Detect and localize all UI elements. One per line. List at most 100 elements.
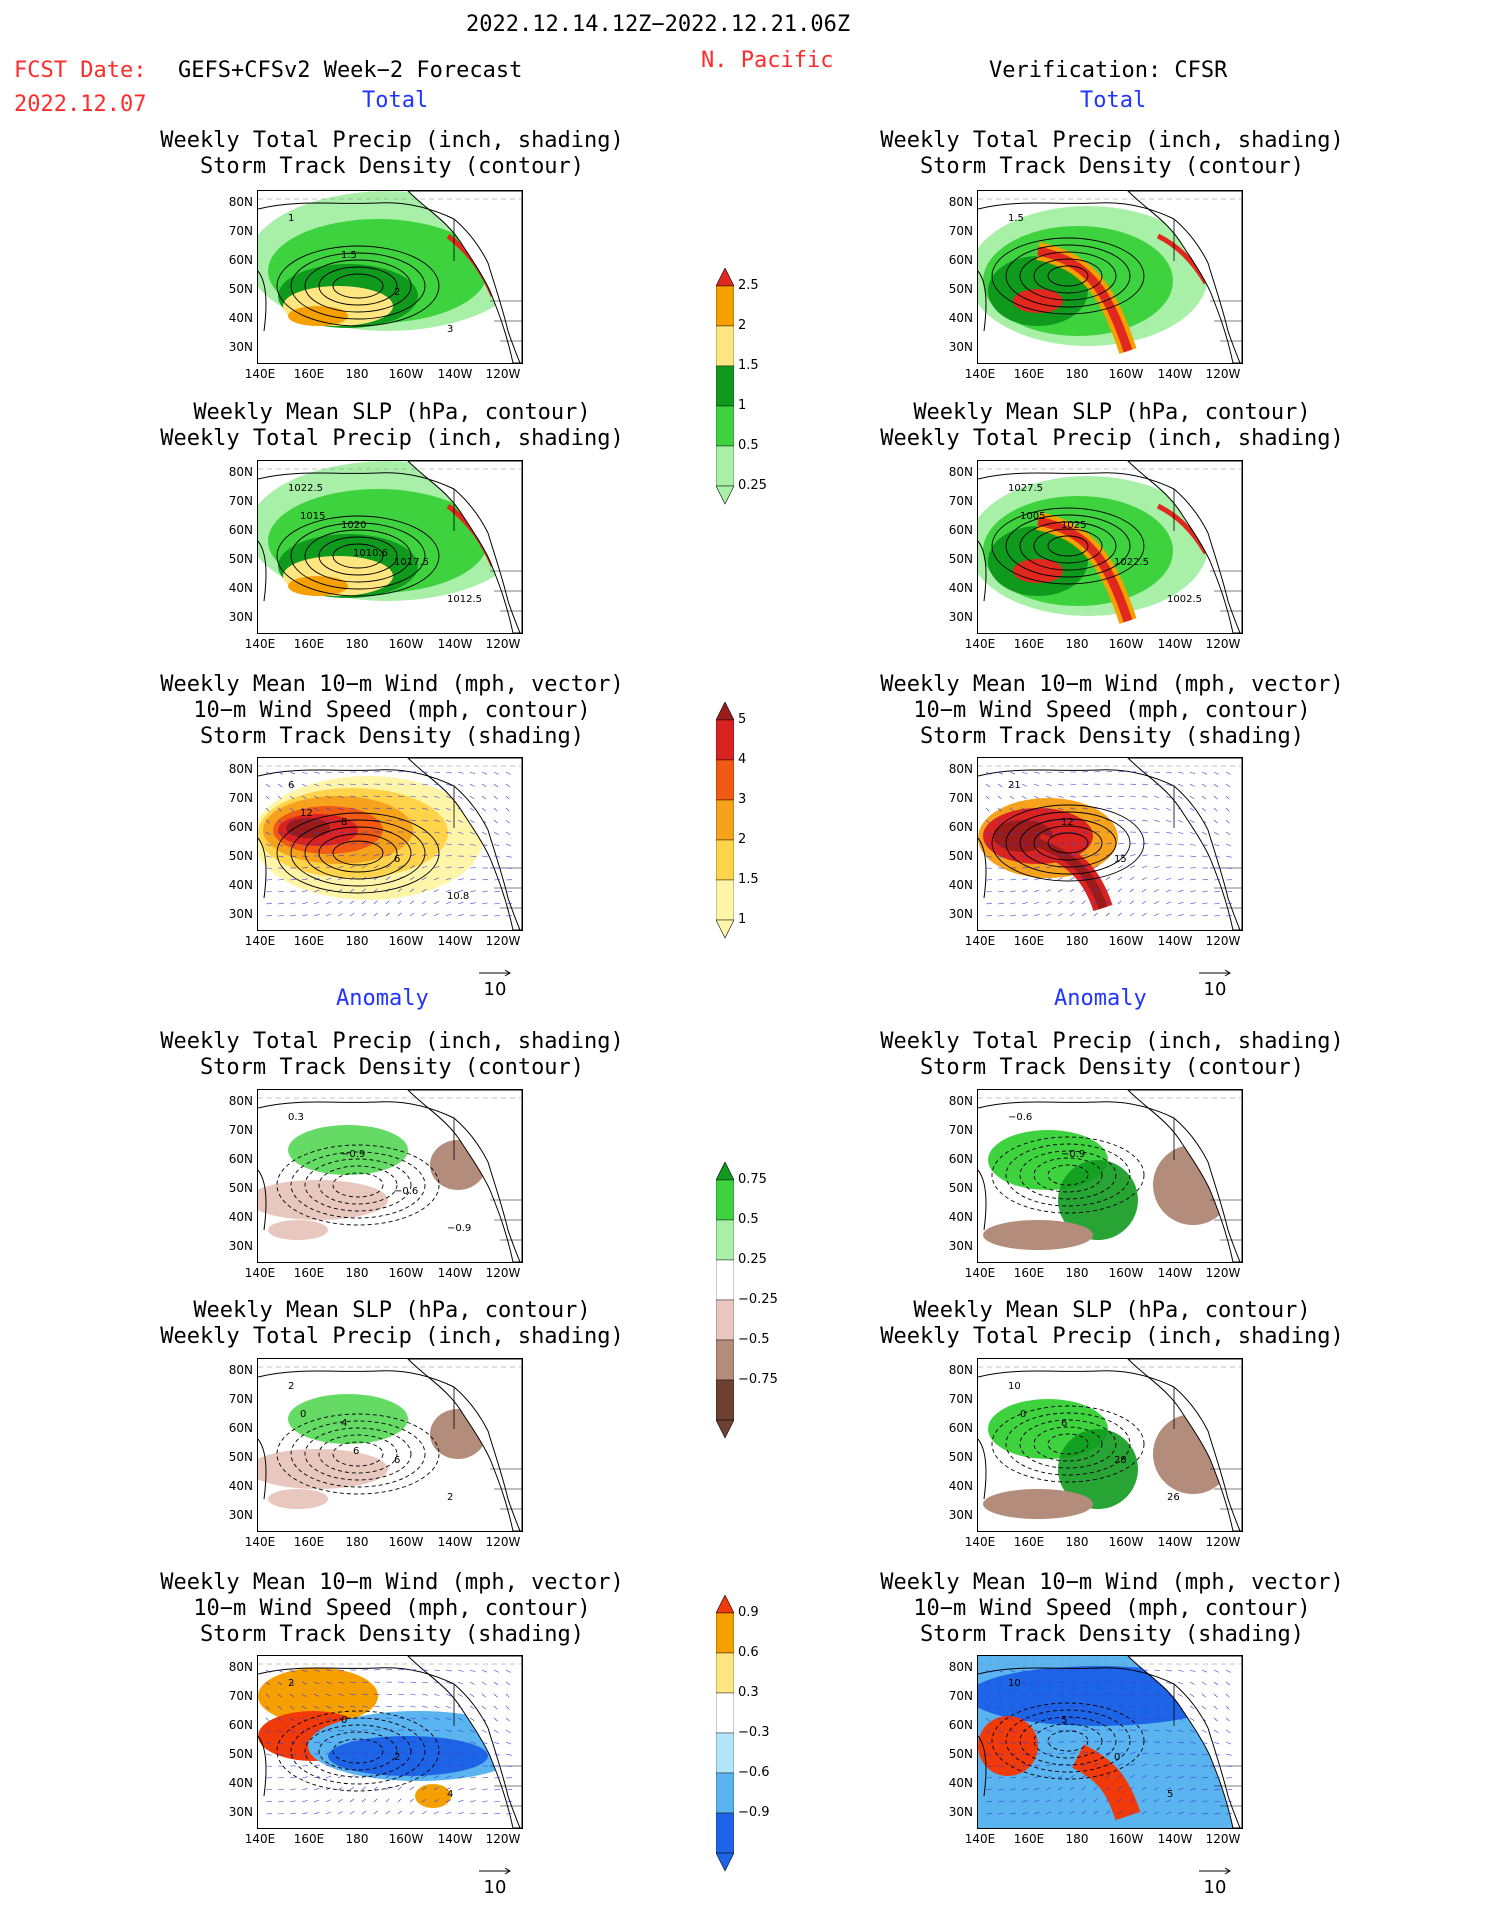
map-total-precip-track-verification: 1.5 bbox=[977, 190, 1243, 364]
longitude-label: 160W bbox=[1108, 637, 1144, 651]
latitude-label: 60N bbox=[948, 1718, 973, 1732]
longitude-label: 160W bbox=[1108, 367, 1144, 381]
latitude-label: 40N bbox=[228, 1776, 253, 1790]
map-anom-precip-track-forecast: 0.3 −0.9 −0.6 −0.9 bbox=[257, 1089, 523, 1263]
latitude-label: 40N bbox=[948, 1210, 973, 1224]
latitude-label: 80N bbox=[948, 1363, 973, 1377]
fcst-date-label: FCST Date: bbox=[14, 58, 147, 83]
contour-label: −0.9 bbox=[1061, 1149, 1085, 1160]
latitude-label: 60N bbox=[228, 820, 253, 834]
panel-title-line: Weekly Total Precip (inch, shading) bbox=[160, 426, 624, 451]
panel-title-line: Weekly Mean SLP (hPa, contour) bbox=[193, 1298, 591, 1323]
panel-title-total-wind-track-verification: Weekly Mean 10−m Wind (mph, vector) 10−m … bbox=[832, 672, 1392, 750]
longitude-label: 180 bbox=[1065, 934, 1089, 948]
longitude-label: 180 bbox=[345, 1535, 369, 1549]
contour-label: 0 bbox=[1020, 1409, 1026, 1420]
colorbar-tick-label: 0.25 bbox=[738, 1252, 767, 1267]
longitude-label: 180 bbox=[345, 1832, 369, 1846]
longitude-label: 160W bbox=[388, 637, 424, 651]
panel-title-line: Weekly Total Precip (inch, shading) bbox=[160, 128, 624, 153]
colorbar-tick-label: −0.9 bbox=[738, 1805, 770, 1820]
longitude-label: 140E bbox=[964, 637, 996, 651]
longitude-label: 140W bbox=[1157, 367, 1193, 381]
contour-label: 2 bbox=[288, 1381, 294, 1392]
colorbar-tick-label: 3 bbox=[738, 792, 747, 807]
contour-label: 6 bbox=[394, 1455, 400, 1466]
longitude-label: 160W bbox=[388, 1535, 424, 1549]
longitude-label: 120W bbox=[485, 1535, 521, 1549]
colorbar-tick-label: 2 bbox=[738, 318, 747, 333]
map-anom-precip-track-verification: −0.6 −0.9 bbox=[977, 1089, 1243, 1263]
vector-reference-value: 10 bbox=[483, 1877, 507, 1898]
longitude-label: 160E bbox=[1013, 1266, 1045, 1280]
map-canvas: 1027.5 1025 1022.5 1002.5 1005 bbox=[978, 461, 1242, 633]
longitude-label: 180 bbox=[345, 637, 369, 651]
longitude-label: 160E bbox=[1013, 637, 1045, 651]
latitude-label: 80N bbox=[228, 195, 253, 209]
longitude-label: 140E bbox=[244, 637, 276, 651]
latitude-label: 50N bbox=[228, 282, 253, 296]
latitude-label: 80N bbox=[948, 465, 973, 479]
contour-label: 1012.5 bbox=[447, 594, 482, 605]
colorbar-tick-label: 1.5 bbox=[738, 358, 759, 373]
contour-label: 28 bbox=[1114, 1455, 1127, 1466]
longitude-label: 140W bbox=[1157, 1535, 1193, 1549]
latitude-label: 30N bbox=[948, 1239, 973, 1253]
latitude-label: 80N bbox=[948, 762, 973, 776]
longitude-label: 140W bbox=[1157, 1832, 1193, 1846]
contour-label: 2 bbox=[288, 1678, 294, 1689]
latitude-label: 60N bbox=[948, 820, 973, 834]
latitude-label: 50N bbox=[948, 1181, 973, 1195]
longitude-label: 160E bbox=[1013, 934, 1045, 948]
longitude-label: 160E bbox=[1013, 367, 1045, 381]
section-label-total-verification: Total bbox=[1080, 88, 1147, 113]
longitude-label: 160E bbox=[293, 637, 325, 651]
longitude-label: 180 bbox=[345, 1266, 369, 1280]
longitude-label: 180 bbox=[1065, 1266, 1089, 1280]
longitude-label: 140W bbox=[437, 1535, 473, 1549]
longitude-label: 160E bbox=[1013, 1832, 1045, 1846]
contour-label: 1.5 bbox=[341, 250, 357, 261]
panel-title-line: Storm Track Density (shading) bbox=[919, 1622, 1305, 1647]
fcst-date-value: 2022.12.07 bbox=[14, 92, 147, 117]
colorbar-tick-label: 0.25 bbox=[738, 478, 767, 493]
colorbar-tick-label: 0.9 bbox=[738, 1605, 759, 1620]
longitude-label: 140W bbox=[1157, 934, 1193, 948]
vector-reference: 10 bbox=[1197, 967, 1233, 1000]
panel-title-anom-slp-precip-verification: Weekly Mean SLP (hPa, contour) Weekly Tot… bbox=[832, 1298, 1392, 1350]
map-anom-wind-track-verification: 10 5 0 5 bbox=[977, 1655, 1243, 1829]
contour-label: 26 bbox=[1167, 1492, 1180, 1503]
map-canvas: 6 8 6 10.8 12 bbox=[258, 758, 522, 930]
contour-label: 1002.5 bbox=[1167, 594, 1202, 605]
latitude-label: 40N bbox=[948, 1479, 973, 1493]
map-anom-slp-precip-forecast: 2 4 6 2 0 6 bbox=[257, 1358, 523, 1532]
contour-label: 0.3 bbox=[288, 1112, 304, 1123]
longitude-label: 180 bbox=[1065, 1535, 1089, 1549]
panel-title-total-wind-track-forecast: Weekly Mean 10−m Wind (mph, vector) 10−m … bbox=[112, 672, 672, 750]
colorbar-tick-label: 0.5 bbox=[738, 1212, 759, 1227]
longitude-label: 120W bbox=[485, 367, 521, 381]
contour-label: 1005 bbox=[1020, 511, 1045, 522]
contour-label: 6 bbox=[1061, 1418, 1067, 1429]
latitude-label: 50N bbox=[948, 1450, 973, 1464]
longitude-label: 140E bbox=[964, 367, 996, 381]
contour-label: 1.5 bbox=[1008, 213, 1024, 224]
colorbar-tick-label: 0.6 bbox=[738, 1645, 759, 1660]
contour-label: 3 bbox=[447, 324, 453, 335]
latitude-label: 40N bbox=[948, 1776, 973, 1790]
colorbar-tick-label: 2.5 bbox=[738, 278, 759, 293]
panel-title-line: Weekly Total Precip (inch, shading) bbox=[880, 128, 1344, 153]
colorbar-tick-label: 5 bbox=[738, 712, 747, 727]
panel-title-line: 10−m Wind Speed (mph, contour) bbox=[913, 698, 1311, 723]
contour-label: 10.8 bbox=[447, 891, 469, 902]
contour-label: 5 bbox=[1167, 1789, 1173, 1800]
colorbar-total-precip bbox=[716, 268, 734, 544]
section-label-anomaly-forecast: Anomaly bbox=[336, 986, 429, 1011]
contour-label: 4 bbox=[341, 1418, 347, 1429]
vector-reference-value: 10 bbox=[483, 979, 507, 1000]
colorbar-tick-label: 0.3 bbox=[738, 1685, 759, 1700]
colorbar-anom-precip bbox=[716, 1162, 734, 1478]
panel-title-line: Storm Track Density (shading) bbox=[199, 724, 585, 749]
longitude-label: 120W bbox=[485, 1832, 521, 1846]
latitude-label: 80N bbox=[948, 195, 973, 209]
